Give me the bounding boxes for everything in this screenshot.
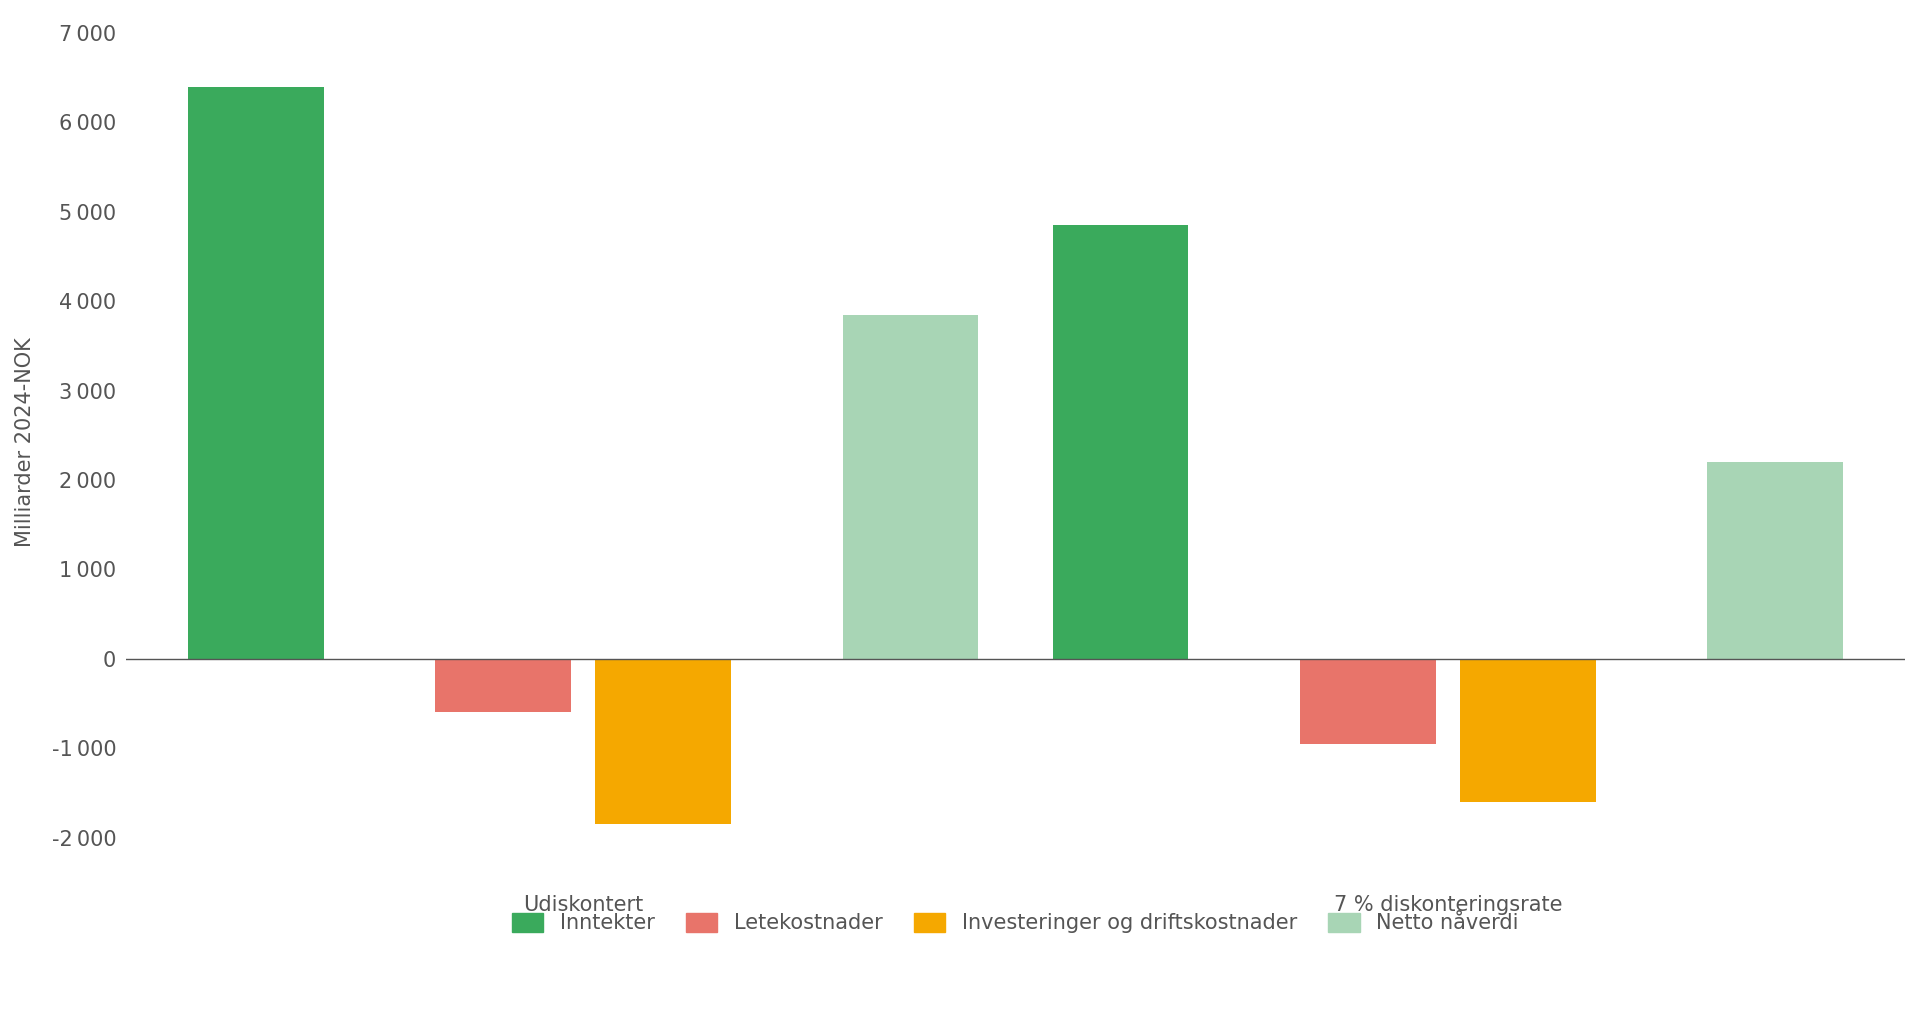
Bar	[434, 658, 570, 713]
Bar	[1707, 462, 1843, 658]
Bar	[843, 314, 979, 658]
Bar	[188, 87, 324, 658]
Bar	[595, 658, 732, 824]
Bar	[1300, 658, 1436, 743]
Bar	[1461, 658, 1596, 802]
Legend: Inntekter, Letekostnader, Investeringer og driftskostnader, Netto nåverdi: Inntekter, Letekostnader, Investeringer …	[501, 902, 1530, 944]
Bar	[1052, 225, 1188, 658]
Y-axis label: Milliarder 2024-NOK: Milliarder 2024-NOK	[15, 337, 35, 547]
